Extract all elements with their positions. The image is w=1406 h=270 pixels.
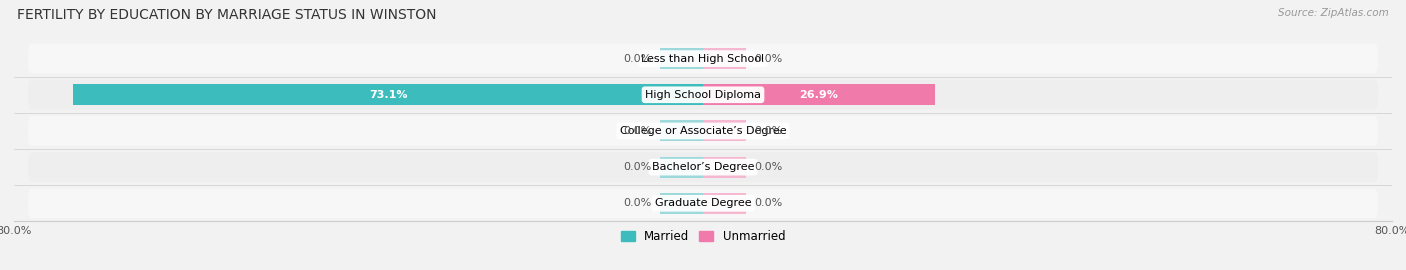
Bar bbox=[73, 84, 703, 105]
Bar bbox=[659, 48, 703, 69]
Text: 0.0%: 0.0% bbox=[623, 53, 651, 64]
Bar bbox=[703, 48, 747, 69]
Text: 73.1%: 73.1% bbox=[368, 90, 408, 100]
Text: 0.0%: 0.0% bbox=[623, 126, 651, 136]
Bar bbox=[703, 157, 747, 178]
Text: High School Diploma: High School Diploma bbox=[645, 90, 761, 100]
Text: Less than High School: Less than High School bbox=[641, 53, 765, 64]
Text: 26.9%: 26.9% bbox=[800, 90, 838, 100]
Bar bbox=[659, 120, 703, 141]
Text: 0.0%: 0.0% bbox=[755, 53, 783, 64]
Bar bbox=[703, 120, 747, 141]
Text: College or Associate’s Degree: College or Associate’s Degree bbox=[620, 126, 786, 136]
Bar bbox=[659, 157, 703, 178]
Text: Bachelor’s Degree: Bachelor’s Degree bbox=[652, 162, 754, 172]
Text: Graduate Degree: Graduate Degree bbox=[655, 198, 751, 208]
Text: Source: ZipAtlas.com: Source: ZipAtlas.com bbox=[1278, 8, 1389, 18]
Text: 0.0%: 0.0% bbox=[755, 198, 783, 208]
Bar bbox=[659, 193, 703, 214]
Legend: Married, Unmarried: Married, Unmarried bbox=[616, 226, 790, 248]
FancyBboxPatch shape bbox=[28, 80, 1378, 110]
FancyBboxPatch shape bbox=[28, 44, 1378, 73]
Text: 0.0%: 0.0% bbox=[623, 198, 651, 208]
Bar bbox=[703, 193, 747, 214]
FancyBboxPatch shape bbox=[28, 116, 1378, 146]
Text: FERTILITY BY EDUCATION BY MARRIAGE STATUS IN WINSTON: FERTILITY BY EDUCATION BY MARRIAGE STATU… bbox=[17, 8, 436, 22]
Text: 0.0%: 0.0% bbox=[755, 162, 783, 172]
Text: 0.0%: 0.0% bbox=[623, 162, 651, 172]
FancyBboxPatch shape bbox=[28, 152, 1378, 182]
Text: 0.0%: 0.0% bbox=[755, 126, 783, 136]
Bar bbox=[703, 84, 935, 105]
FancyBboxPatch shape bbox=[28, 188, 1378, 218]
